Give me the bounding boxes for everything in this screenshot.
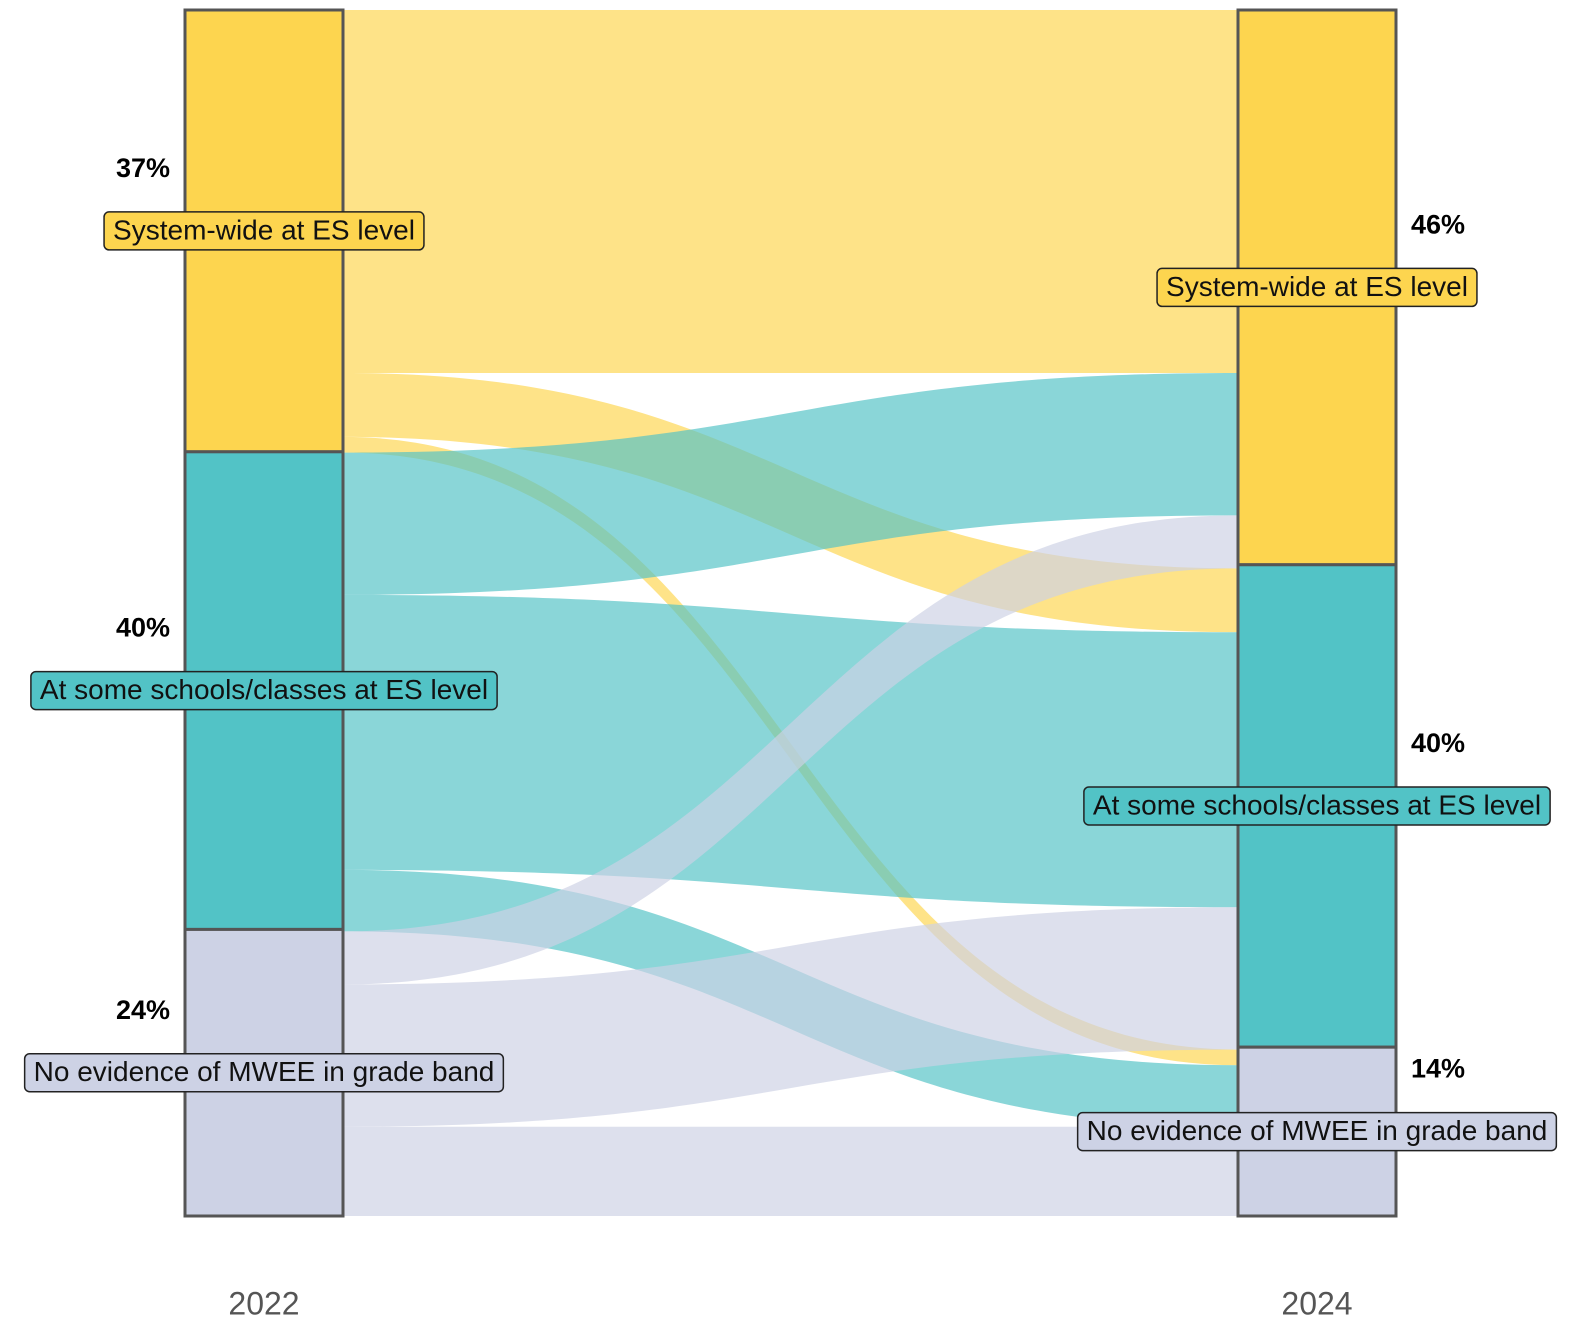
node-label: At some schools/classes at ES level [30,670,498,711]
node-label: System-wide at ES level [1156,267,1478,308]
node-name: System-wide at ES level [113,214,415,245]
node-label: No evidence of MWEE in grade band [1076,1111,1558,1152]
node-name: At some schools/classes at ES level [40,674,488,705]
flow [343,907,1238,1127]
label-box [30,670,498,711]
column-label: 2024 [1281,1285,1352,1321]
node-percent: 40% [116,613,170,643]
node-name: No evidence of MWEE in grade band [1087,1115,1548,1146]
label-box [1076,1111,1558,1152]
node-percent: 46% [1411,210,1465,240]
node-percent: 40% [1411,728,1465,758]
node-percent: 37% [116,153,170,183]
flow [343,10,1238,374]
flow [343,1126,1238,1216]
node-percent: 14% [1411,1054,1465,1084]
node-name: At some schools/classes at ES level [1093,789,1541,820]
node-label: At some schools/classes at ES level [1083,786,1551,826]
label-box [1083,786,1551,826]
label-box [1156,267,1478,308]
node-percent: 24% [116,995,170,1025]
node-label: No evidence of MWEE in grade band [23,1052,505,1093]
column-label: 2022 [228,1285,299,1321]
label-box [103,211,425,251]
node-name: System-wide at ES level [1166,271,1468,302]
label-box [23,1052,505,1093]
flow [343,373,1238,595]
node-label: System-wide at ES level [103,211,425,251]
node-name: No evidence of MWEE in grade band [34,1056,495,1087]
flow [343,515,1238,985]
